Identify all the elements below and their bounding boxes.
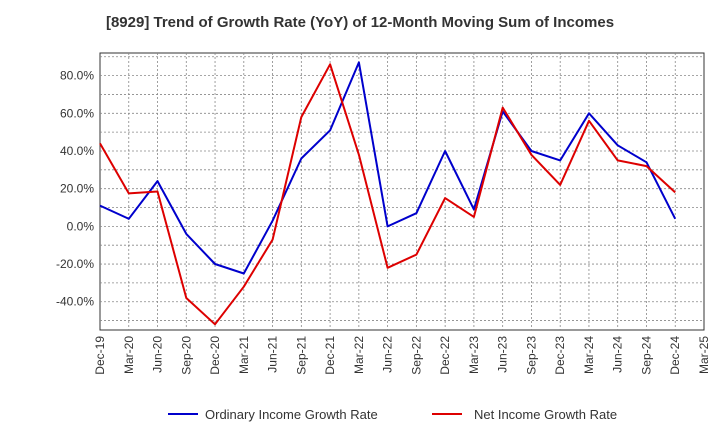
series-layer [99,61,677,326]
grid-layer [100,53,704,330]
x-tick-label: Jun-24 [611,336,625,373]
x-tick-label: Sep-20 [179,336,193,375]
axis-layer: Dec-19 Mar-20 Jun-20 Sep-20 Dec-20 Mar-21 Jun-… [56,69,711,375]
x-tick-label: Dec-20 [208,336,222,375]
legend-label-2: Net Income Growth Rate [474,407,617,422]
x-tick-label: Dec-24 [668,336,682,375]
series-line-1 [99,61,677,275]
x-tick-label: Mar-21 [237,336,251,374]
legend: Ordinary Income Growth Rate Net Income Gr… [168,407,617,422]
y-tick-label: 80.0% [60,69,94,83]
x-tick-label: Dec-21 [323,336,337,375]
x-tick-label: Mar-20 [122,336,136,374]
x-tick-label: Jun-22 [381,336,395,373]
x-tick-label: Sep-21 [294,336,308,375]
y-tick-label: 60.0% [60,106,94,120]
x-tick-label: Mar-25 [697,336,711,374]
y-tick-label: -40.0% [56,295,94,309]
plot-area [99,52,705,331]
x-tick-label: Sep-22 [409,336,423,375]
y-tick-label: 20.0% [60,182,94,196]
y-tick-label: 0.0% [67,219,95,233]
x-tick-label: Jun-20 [151,336,165,373]
chart-title: [8929] Trend of Growth Rate (YoY) of 12-… [105,14,615,31]
legend-label-1: Ordinary Income Growth Rate [205,407,378,422]
x-tick-label: Sep-23 [524,336,538,375]
x-tick-label: Dec-23 [553,336,567,375]
series-line-2 [99,63,676,326]
y-tick-label: 40.0% [60,144,94,158]
x-tick-label: Jun-21 [266,336,280,373]
x-tick-label: Sep-24 [639,336,653,375]
x-tick-label: Mar-22 [352,336,366,374]
y-tick-label: -20.0% [56,257,94,271]
x-tick-label: Mar-24 [582,336,596,374]
x-tick-label: Dec-19 [93,336,107,375]
x-tick-label: Mar-23 [467,336,481,374]
x-tick-label: Dec-22 [438,336,452,375]
x-tick-label: Jun-23 [496,336,510,373]
